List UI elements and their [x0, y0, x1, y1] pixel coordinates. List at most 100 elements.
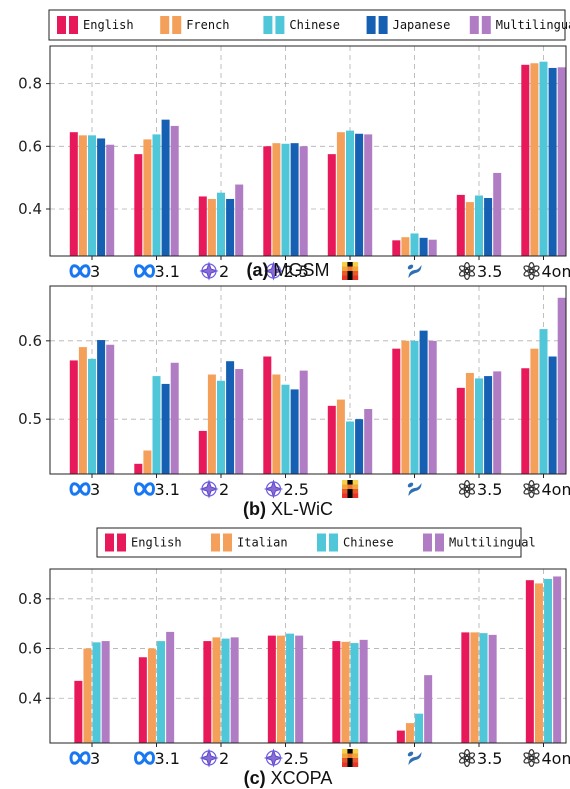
bar — [484, 198, 493, 256]
legend-swatch — [57, 16, 66, 34]
bar — [281, 384, 290, 474]
caption-tag: (c) — [244, 768, 266, 788]
mistral-logo-cell — [347, 275, 353, 280]
bar — [78, 347, 87, 474]
bar — [345, 130, 355, 256]
meta-logo-icon — [133, 264, 156, 278]
bar — [221, 638, 230, 743]
mistral-logo-cell — [347, 762, 353, 767]
bar — [198, 430, 207, 474]
bar — [143, 450, 152, 474]
x-tick-label: 4om — [542, 262, 570, 281]
legend-swatch — [481, 16, 491, 34]
bar — [521, 64, 530, 256]
bar — [286, 633, 295, 743]
bar — [341, 641, 350, 743]
mistral-logo-cell — [342, 271, 348, 276]
bar — [350, 643, 359, 743]
mistral-logo-cell — [347, 493, 353, 498]
mistral-logo-cell — [352, 762, 359, 767]
x-tick-label: 3 — [90, 480, 100, 499]
gemini-logo-shape — [263, 748, 284, 768]
bar — [69, 132, 78, 256]
legend-label: English — [131, 536, 182, 550]
mistral-logo-cell — [342, 480, 348, 485]
mistral-logo-cell — [352, 484, 359, 489]
bar — [493, 371, 502, 474]
gemini-logo-icon — [199, 261, 219, 281]
mistral-logo-cell — [352, 271, 359, 276]
plot-frame — [49, 285, 567, 475]
mistral-logo-cell — [342, 758, 348, 763]
bar — [69, 360, 78, 474]
bar — [92, 642, 101, 743]
legend-swatch — [317, 533, 326, 552]
bar — [290, 143, 299, 256]
bar — [97, 138, 106, 256]
plot-frame — [49, 45, 567, 257]
y-tick-label: 0.5 — [18, 410, 42, 428]
bar — [87, 358, 97, 474]
y-tick-label: 0.8 — [18, 75, 42, 93]
bar — [152, 376, 161, 474]
meta-logo-shape — [133, 751, 156, 765]
bar — [101, 641, 110, 743]
mistral-logo-cell — [342, 489, 348, 494]
bar — [78, 135, 87, 256]
bar — [493, 172, 502, 256]
x-tick-label: 3 — [90, 749, 100, 768]
bar — [170, 125, 179, 256]
legend-box — [48, 9, 566, 41]
y-tick-label: 0.6 — [18, 332, 42, 350]
mistral-logo-cell — [352, 275, 359, 280]
bar — [161, 119, 170, 257]
mistral-logo-cell — [347, 262, 353, 267]
mistral-logo-cell — [352, 489, 359, 494]
leaf-logo-small — [407, 751, 414, 757]
x-tick-label: 3.1 — [155, 262, 180, 281]
mistral-logo-cell — [347, 753, 353, 758]
bar — [230, 637, 239, 743]
legend-swatch — [117, 533, 126, 552]
mistral-logo-icon — [342, 749, 359, 767]
openai-logo-petal — [523, 483, 535, 492]
mistral-logo-cell — [352, 758, 359, 763]
meta-logo-shape — [69, 482, 91, 496]
bar — [272, 143, 281, 256]
openai-logo-icon — [523, 480, 540, 498]
bar — [530, 63, 539, 257]
bar — [456, 194, 465, 256]
legend-box — [96, 527, 522, 558]
legend-swatch — [423, 533, 432, 552]
openai-logo-icon — [458, 749, 476, 767]
bar — [207, 374, 216, 474]
gemini-logo-ring — [201, 750, 217, 766]
openai-logo-icon — [523, 262, 540, 280]
legend-swatch — [172, 16, 182, 34]
x-tick-label: 2.5 — [284, 480, 309, 499]
openai-logo-icon — [458, 262, 476, 280]
bar — [235, 184, 244, 256]
bar — [521, 368, 530, 474]
x-tick-label: 3.1 — [155, 480, 180, 499]
legend-label: Chinese — [289, 18, 340, 32]
leaf-logo-shape — [408, 483, 422, 496]
bar — [263, 356, 272, 474]
bar — [484, 376, 493, 474]
gemini-logo-ring — [201, 263, 217, 279]
mistral-logo-cell — [342, 762, 348, 767]
bar — [166, 631, 175, 743]
x-tick-label: 4om — [542, 749, 570, 768]
bar — [74, 680, 83, 743]
meta-logo-icon — [133, 482, 156, 496]
mistral-logo-cell — [352, 266, 359, 271]
bar — [479, 633, 488, 743]
legend-label: French — [186, 18, 229, 32]
bar — [203, 641, 212, 743]
bar — [465, 372, 474, 474]
openai-logo-icon — [458, 480, 476, 498]
mistral-logo-cell — [352, 749, 359, 754]
bar — [83, 648, 92, 743]
mistral-logo-cell — [342, 749, 348, 754]
